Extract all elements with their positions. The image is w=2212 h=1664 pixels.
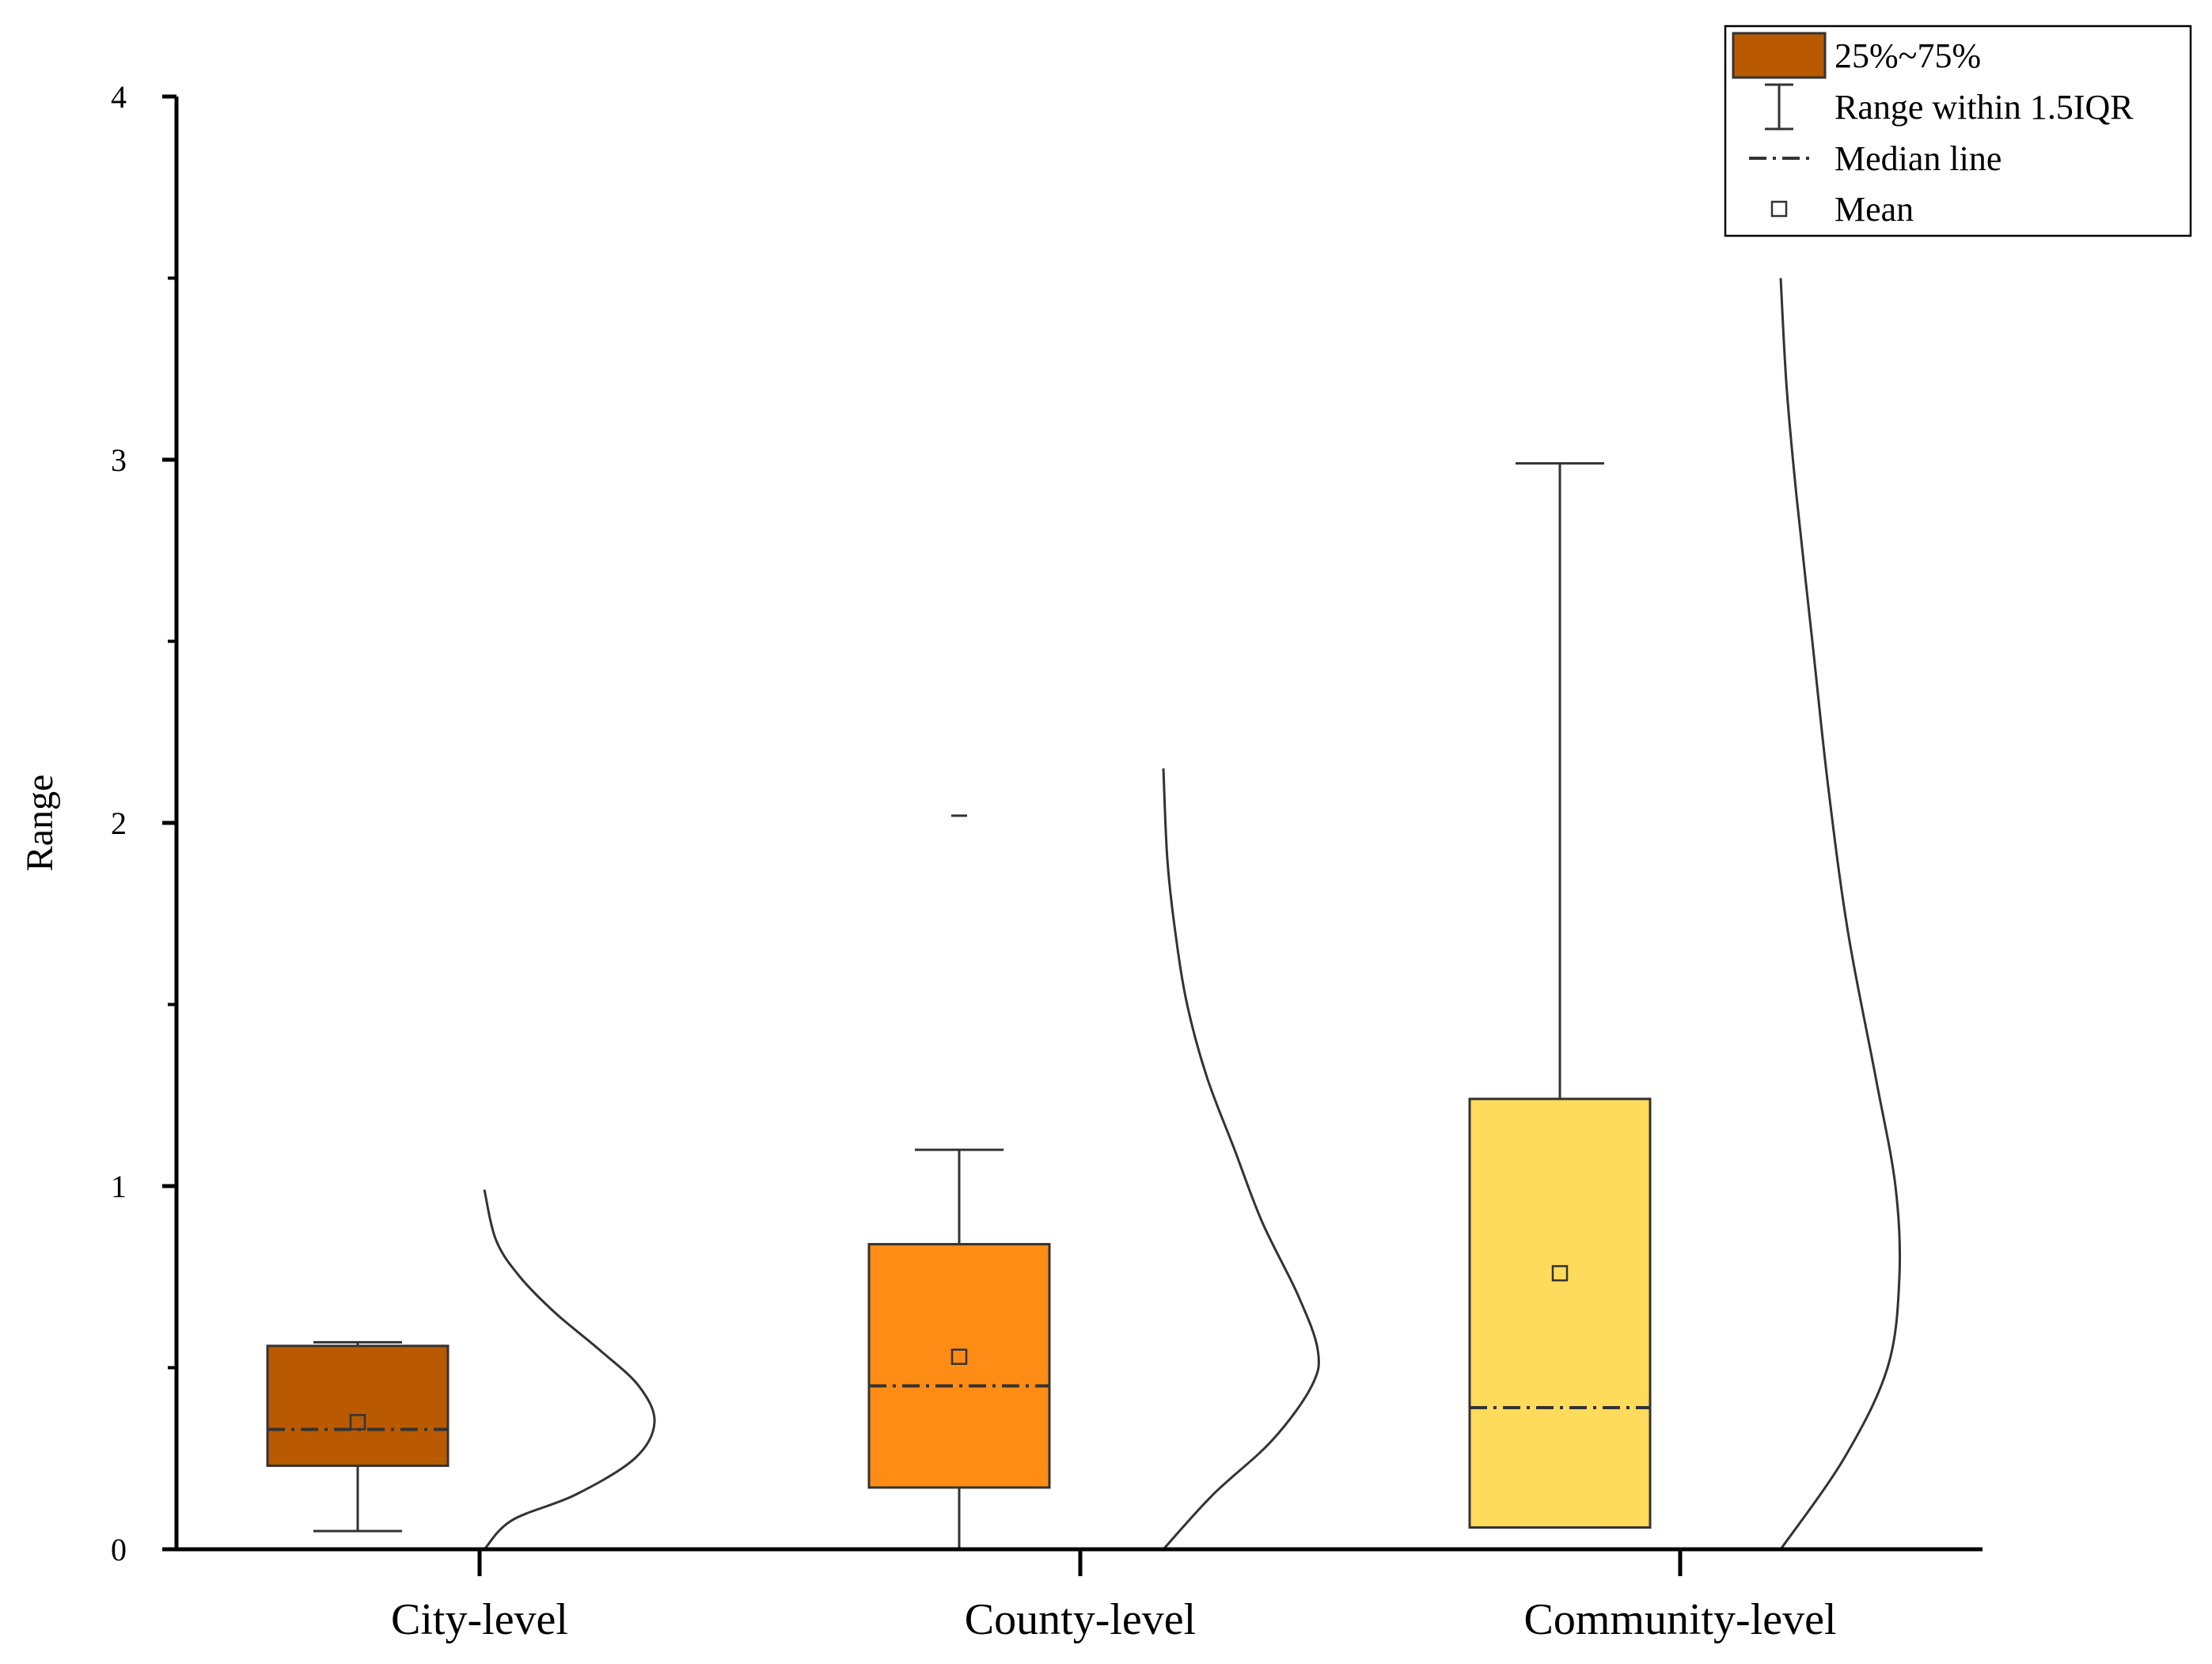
box-iqr: [1468, 1097, 1652, 1529]
legend-label: Median line: [1834, 139, 2001, 178]
box-iqr: [867, 1242, 1051, 1489]
mean-marker: [950, 1348, 968, 1365]
legend: 25%~75% Range within 1.5IQR Median line Mea…: [1724, 25, 2192, 237]
density-curve: [1162, 768, 1320, 1551]
y-axis-title: Range: [19, 775, 61, 872]
box-iqr: [266, 1344, 450, 1467]
density-curve: [483, 1189, 656, 1551]
legend-box-swatch: [1732, 32, 1827, 79]
legend-label: 25%~75%: [1834, 36, 1981, 75]
plot-area: [266, 278, 1902, 1551]
y-tick-label: 1: [111, 1169, 127, 1204]
density-curve: [1779, 278, 1902, 1550]
x-tick-label: Community-level: [1523, 1595, 1836, 1644]
x-tick-label: County-level: [965, 1595, 1196, 1644]
y-tick-label: 4: [111, 79, 127, 115]
y-tick-label: 0: [111, 1532, 127, 1567]
y-tick-label: 2: [111, 805, 127, 841]
mean-marker: [349, 1414, 366, 1431]
x-tick-label: City-level: [391, 1595, 568, 1644]
axes: Range 0 1 2 3 4 City-level County-level Communi…: [19, 79, 1982, 1644]
mean-marker: [1551, 1264, 1569, 1282]
legend-label: Range within 1.5IQR: [1834, 88, 2134, 127]
legend-mean-swatch: [1770, 200, 1788, 218]
y-tick-label: 3: [111, 442, 127, 478]
legend-label: Mean: [1834, 190, 1914, 229]
